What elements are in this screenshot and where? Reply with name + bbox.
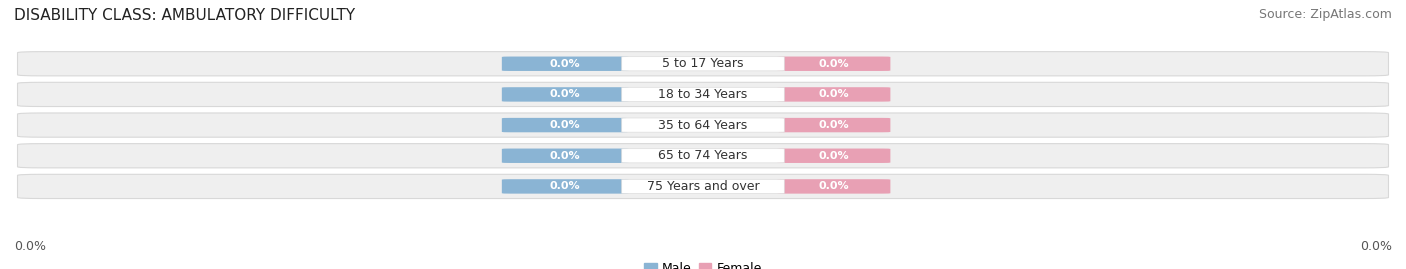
Text: 0.0%: 0.0% <box>818 181 849 192</box>
Legend: Male, Female: Male, Female <box>644 262 762 269</box>
Text: 0.0%: 0.0% <box>550 89 581 100</box>
Text: 0.0%: 0.0% <box>1360 240 1392 253</box>
Text: 0.0%: 0.0% <box>550 120 581 130</box>
FancyBboxPatch shape <box>621 118 785 132</box>
FancyBboxPatch shape <box>502 56 628 71</box>
FancyBboxPatch shape <box>502 148 628 163</box>
Text: 0.0%: 0.0% <box>818 89 849 100</box>
Text: 75 Years and over: 75 Years and over <box>647 180 759 193</box>
FancyBboxPatch shape <box>621 179 785 193</box>
Text: 0.0%: 0.0% <box>550 59 581 69</box>
Text: DISABILITY CLASS: AMBULATORY DIFFICULTY: DISABILITY CLASS: AMBULATORY DIFFICULTY <box>14 8 356 23</box>
Text: 0.0%: 0.0% <box>818 151 849 161</box>
FancyBboxPatch shape <box>17 144 1389 168</box>
Text: 35 to 64 Years: 35 to 64 Years <box>658 119 748 132</box>
FancyBboxPatch shape <box>502 179 628 194</box>
FancyBboxPatch shape <box>778 148 890 163</box>
Text: 5 to 17 Years: 5 to 17 Years <box>662 57 744 70</box>
Text: 18 to 34 Years: 18 to 34 Years <box>658 88 748 101</box>
Text: 0.0%: 0.0% <box>550 181 581 192</box>
FancyBboxPatch shape <box>778 56 890 71</box>
FancyBboxPatch shape <box>502 87 628 102</box>
Text: 0.0%: 0.0% <box>550 151 581 161</box>
FancyBboxPatch shape <box>17 113 1389 137</box>
Text: 0.0%: 0.0% <box>818 59 849 69</box>
Text: 65 to 74 Years: 65 to 74 Years <box>658 149 748 162</box>
FancyBboxPatch shape <box>778 179 890 194</box>
FancyBboxPatch shape <box>17 82 1389 107</box>
FancyBboxPatch shape <box>502 118 628 132</box>
Text: 0.0%: 0.0% <box>14 240 46 253</box>
FancyBboxPatch shape <box>778 87 890 102</box>
FancyBboxPatch shape <box>621 149 785 163</box>
FancyBboxPatch shape <box>621 57 785 71</box>
FancyBboxPatch shape <box>621 87 785 101</box>
Text: Source: ZipAtlas.com: Source: ZipAtlas.com <box>1258 8 1392 21</box>
FancyBboxPatch shape <box>778 118 890 132</box>
FancyBboxPatch shape <box>17 174 1389 199</box>
FancyBboxPatch shape <box>17 52 1389 76</box>
Text: 0.0%: 0.0% <box>818 120 849 130</box>
